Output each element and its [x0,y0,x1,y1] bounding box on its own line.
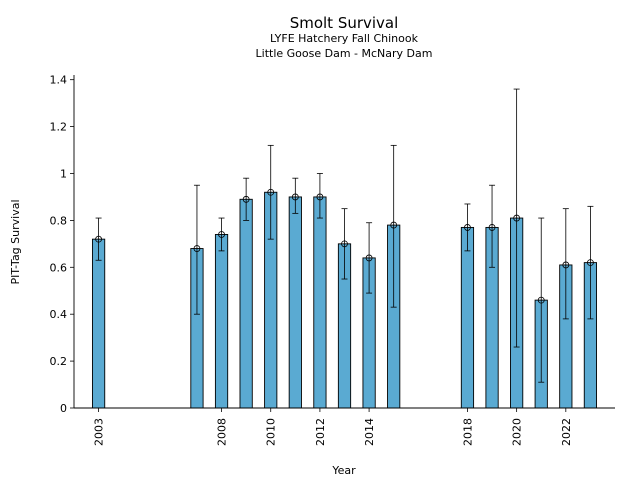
chart-subtitle-line-1: LYFE Hatchery Fall Chinook [270,32,419,45]
plot-area: 0 0.2 0.4 0.6 0.8 1 1.2 1.4 2003 2008 2010 2012 2014… [50,74,615,446]
y-tick-label-1.2: 1.2 [50,121,68,134]
x-tick-label-2022: 2022 [560,418,573,446]
bar-2011 [288,196,302,409]
bar-2008 [214,234,229,409]
y-tick-label-0.4: 0.4 [50,308,68,321]
x-tick-label-2012: 2012 [314,418,327,446]
x-tick-label-2018: 2018 [461,418,474,446]
point-marker-2009 [242,195,250,203]
point-marker-2018 [464,224,471,231]
point-marker-2014 [365,254,373,262]
x-tick-label-2003: 2003 [93,418,106,446]
point-marker-2010 [267,188,275,196]
x-tick-label-2014: 2014 [363,418,376,446]
bar-2003 [91,238,106,409]
point-marker-2007 [193,245,201,252]
bar-2018 [460,226,475,409]
point-marker-2019 [488,224,496,231]
point-marker-2020 [513,214,521,222]
point-marker-2008 [218,231,225,238]
y-tick-label-1: 1 [60,167,67,180]
x-tick-label-2008: 2008 [216,418,229,446]
point-marker-2011 [291,193,299,201]
point-marker-2012 [316,193,324,201]
y-tick-label-0.6: 0.6 [50,261,68,274]
y-tick-label-0.8: 0.8 [50,214,68,227]
point-marker-2003 [95,235,102,243]
bar-2009 [239,198,253,409]
point-marker-2022 [562,261,570,269]
y-tick-label-1.4: 1.4 [50,74,68,87]
point-marker-2023 [587,259,594,267]
x-tick-label-2020: 2020 [511,418,524,446]
x-tick-label-2010: 2010 [265,418,278,446]
y-tick-label-0: 0 [60,402,67,415]
x-axis-label: Year [331,464,356,477]
point-marker-2015 [390,221,398,229]
chart-subtitle-line-2: Little Goose Dam - McNary Dam [256,47,433,60]
y-axis-label: PIT-Tag Survival [9,199,22,284]
point-marker-2013 [341,240,348,248]
y-tick-label-0.2: 0.2 [50,355,68,368]
point-marker-2021 [537,296,545,304]
chart-title: Smolt Survival [290,14,399,32]
bar-2012 [313,196,327,409]
